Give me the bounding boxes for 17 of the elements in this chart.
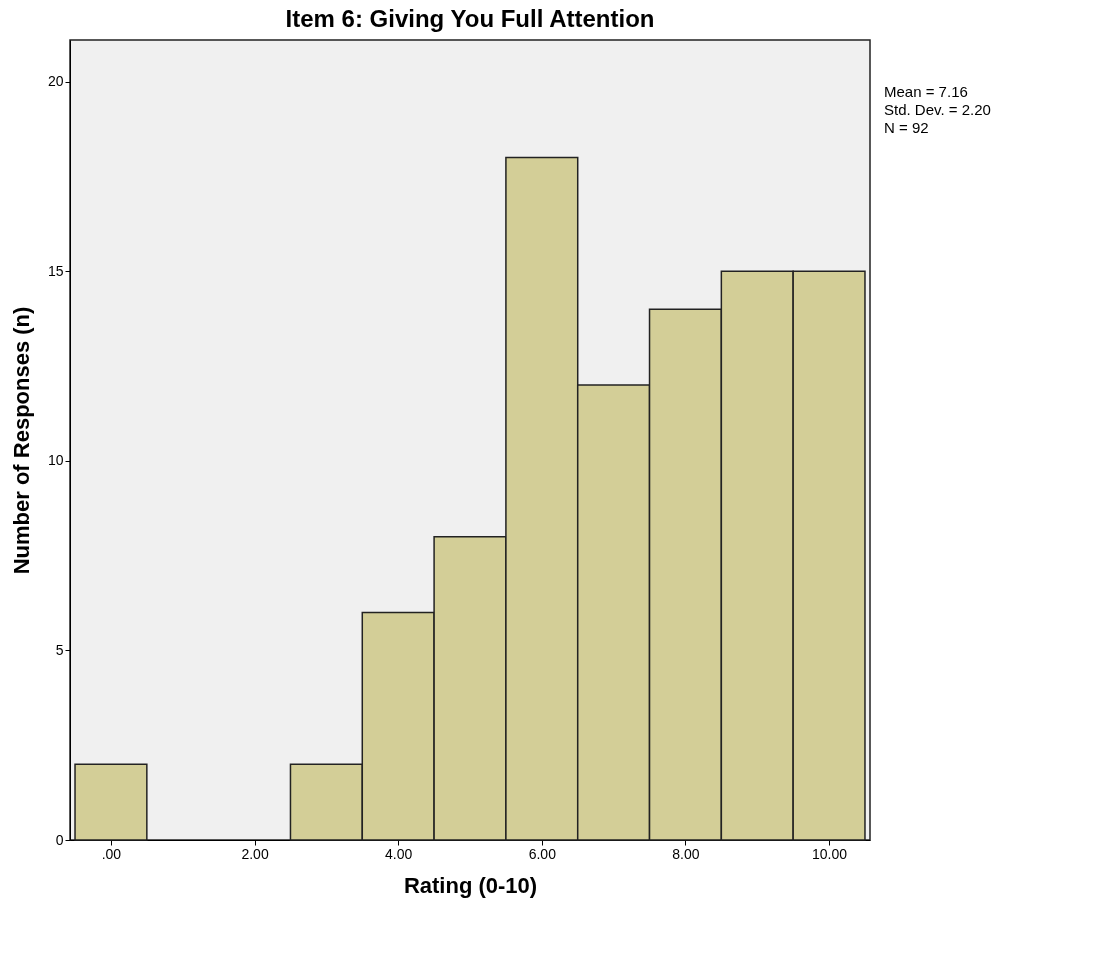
x-tick-label: .00 <box>101 845 122 862</box>
y-axis-title: Number of Responses (n) <box>8 306 34 575</box>
x-tick-label: 2.00 <box>241 845 269 862</box>
x-tick-label: 6.00 <box>528 845 557 862</box>
y-tick-label: 10 <box>47 452 64 469</box>
text: Std. Dev. = 2.20 <box>884 101 991 118</box>
y-tick-label: 0 <box>55 831 64 848</box>
y-tick-label: 5 <box>55 641 64 658</box>
x-axis-title: Rating (0-10) <box>403 872 538 898</box>
x-tick-label: 8.00 <box>672 845 700 862</box>
text: N = 92 <box>884 119 929 136</box>
y-tick-label: 20 <box>47 73 64 90</box>
y-tick-label: 15 <box>47 262 64 279</box>
chart-title: Item 6: Giving You Full Attention <box>285 5 655 32</box>
x-tick-label: 10.00 <box>812 845 848 862</box>
text: Mean = 7.16 <box>884 83 968 100</box>
x-tick-label: 4.00 <box>385 845 413 862</box>
